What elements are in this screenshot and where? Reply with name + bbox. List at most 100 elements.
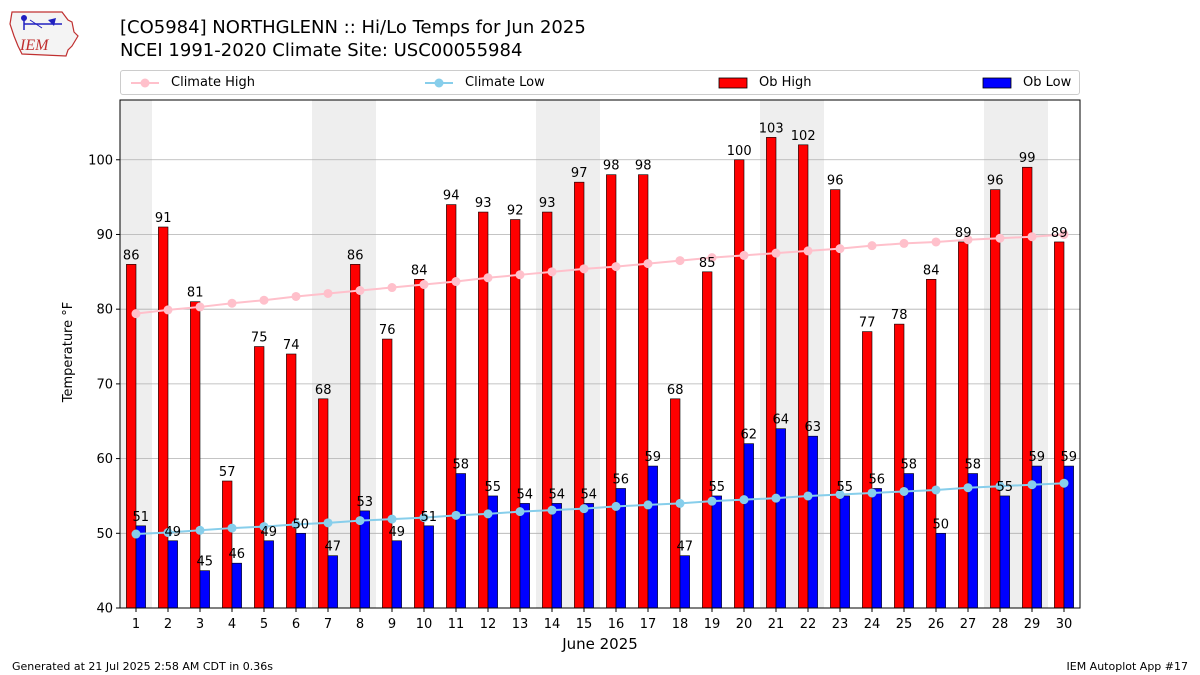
x-tick-label: 11: [448, 617, 465, 632]
ob-high-bar: [1054, 241, 1065, 609]
climate-low-point: [835, 489, 845, 499]
ob-low-label: 62: [741, 428, 758, 443]
ob-low-bar: [775, 428, 786, 609]
legend-marker-ob-high: [718, 77, 748, 89]
legend-label-ob-high: Ob High: [759, 75, 812, 90]
chart-subtitle: NCEI 1991-2020 Climate Site: USC00055984: [120, 40, 523, 61]
climate-high-point: [451, 277, 461, 287]
x-tick-label: 26: [928, 617, 945, 632]
x-tick-label: 7: [324, 617, 332, 632]
x-tick-label: 17: [640, 617, 657, 632]
x-tick-label: 5: [260, 617, 268, 632]
ob-high-bar: [990, 189, 1001, 609]
ob-high-label: 84: [923, 263, 940, 278]
ob-low-label: 59: [1029, 450, 1046, 465]
ob-low-label: 45: [197, 555, 214, 570]
ob-high-label: 96: [827, 174, 844, 189]
x-tick-label: 1: [132, 617, 140, 632]
ob-low-bar: [583, 503, 594, 609]
ob-high-label: 93: [475, 196, 492, 211]
ob-high-label: 99: [1019, 151, 1036, 166]
x-axis-label: June 2025: [561, 635, 638, 653]
ob-low-bar: [423, 525, 434, 609]
climate-low-point: [867, 488, 877, 498]
ob-low-label: 49: [389, 525, 406, 540]
climate-high-point: [195, 302, 205, 312]
ob-low-label: 58: [901, 458, 918, 473]
ob-low-bar: [807, 435, 818, 609]
ob-high-bar: [926, 278, 937, 609]
climate-low-point: [771, 493, 781, 503]
ob-high-label: 84: [411, 263, 428, 278]
climate-low-point: [963, 483, 973, 493]
ob-low-label: 54: [517, 487, 534, 502]
ob-high-bar: [638, 174, 649, 609]
climate-high-point: [675, 256, 685, 266]
ob-high-label: 97: [571, 166, 588, 181]
climate-high-point: [931, 237, 941, 247]
climate-high-point: [483, 273, 493, 283]
ob-low-label: 55: [485, 480, 502, 495]
x-tick-label: 27: [960, 617, 977, 632]
ob-high-label: 94: [443, 189, 460, 204]
ob-high-bar: [478, 211, 489, 609]
climate-high-point: [515, 270, 525, 280]
ob-low-label: 54: [581, 487, 598, 502]
climate-low-point: [195, 525, 205, 535]
ob-high-bar: [766, 137, 777, 609]
ob-low-label: 58: [965, 458, 982, 473]
ob-high-label: 77: [859, 316, 876, 331]
ob-high-bar: [574, 181, 585, 609]
plot-frame: [119, 99, 1081, 609]
climate-high-point: [707, 253, 717, 263]
app-credit: IEM Autoplot App #17: [1066, 660, 1189, 673]
ob-high-bar: [222, 480, 233, 609]
x-tick-label: 16: [608, 617, 625, 632]
ob-high-bar: [798, 144, 809, 609]
climate-high-point: [899, 238, 909, 248]
x-tick-label: 29: [1024, 617, 1041, 632]
ob-low-bar: [263, 540, 274, 609]
y-tick-label: 80: [96, 303, 113, 318]
climate-high-point: [259, 295, 269, 305]
climate-high-line: [135, 233, 1065, 315]
x-tick-label: 23: [832, 617, 849, 632]
chart-title: [CO5984] NORTHGLENN :: Hi/Lo Temps for J…: [120, 17, 586, 38]
climate-low-point: [163, 528, 173, 538]
climate-high-point: [867, 241, 877, 251]
ob-low-label: 50: [933, 517, 950, 532]
climate-high-point: [579, 264, 589, 274]
ob-low-bar: [359, 510, 370, 609]
ob-high-label: 98: [603, 159, 620, 174]
ob-low-bar: [711, 495, 722, 609]
ob-high-label: 89: [955, 226, 972, 241]
ob-high-bar: [862, 331, 873, 609]
x-tick-label: 13: [512, 617, 529, 632]
ob-low-label: 47: [325, 540, 342, 555]
climate-low-point: [1059, 478, 1069, 488]
ob-high-label: 98: [635, 159, 652, 174]
x-tick-label: 3: [196, 617, 204, 632]
legend-label-climate-low: Climate Low: [465, 75, 545, 90]
ob-high-label: 68: [315, 383, 332, 398]
ob-high-label: 93: [539, 196, 556, 211]
ob-low-bar: [327, 555, 338, 609]
ob-low-label: 51: [421, 510, 438, 525]
x-tick-label: 6: [292, 617, 300, 632]
x-tick-label: 2: [164, 617, 172, 632]
x-tick-label: 30: [1056, 617, 1073, 632]
climate-low-point: [387, 514, 397, 524]
ob-low-label: 64: [773, 413, 790, 428]
legend-label-climate-high: Climate High: [171, 75, 256, 90]
climate-high-point: [995, 233, 1005, 243]
ob-low-bar: [231, 562, 242, 609]
ob-low-label: 55: [837, 480, 854, 495]
climate-high-point: [131, 309, 141, 319]
x-tick-label: 22: [800, 617, 817, 632]
climate-low-point: [803, 491, 813, 501]
x-tick-label: 28: [992, 617, 1009, 632]
climate-high-point: [771, 248, 781, 258]
ob-high-label: 103: [759, 121, 784, 136]
climate-low-point: [515, 507, 525, 517]
climate-high-point: [355, 286, 365, 295]
